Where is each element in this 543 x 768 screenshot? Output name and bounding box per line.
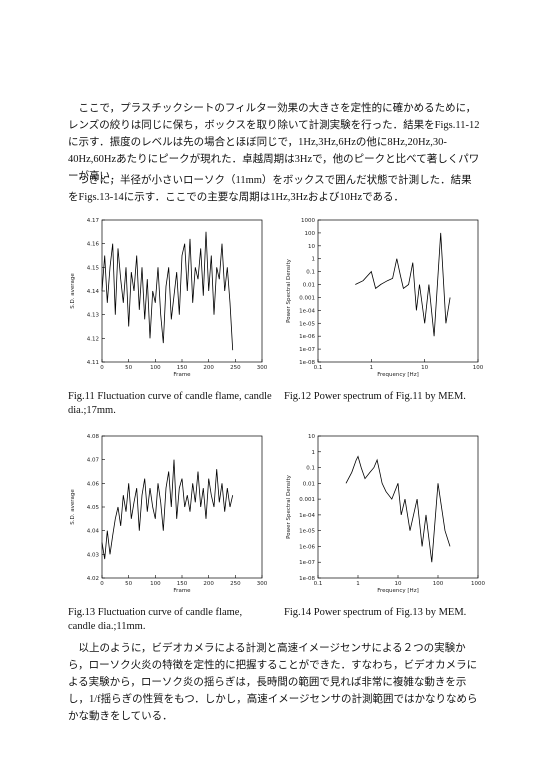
y-tick-label: 4.13 bbox=[87, 313, 100, 319]
y-tick-label: 4.16 bbox=[87, 242, 100, 248]
plot-frame bbox=[101, 219, 263, 363]
y-tick-label: 1e-04 bbox=[299, 513, 315, 519]
data-line bbox=[101, 231, 234, 351]
y-tick-label: 0.001 bbox=[299, 295, 315, 301]
y-tick-label: 10 bbox=[308, 244, 315, 250]
y-tick-label: 0.001 bbox=[299, 497, 315, 503]
y-tick-label: 1e-07 bbox=[299, 347, 315, 353]
chart: 0 50 100 150 200 250 300 4.02 4.03 4.04 4.05 4.06 4.… bbox=[70, 434, 268, 594]
y-tick-label: 4.05 bbox=[87, 505, 100, 511]
x-tick-label: 1 bbox=[370, 365, 374, 371]
y-tick-label: 4.03 bbox=[87, 552, 100, 558]
x-tick-label: 10 bbox=[395, 581, 402, 587]
y-tick-label: 1e-06 bbox=[299, 544, 315, 550]
x-tick-label: 150 bbox=[177, 365, 188, 371]
x-tick-label: 250 bbox=[230, 581, 241, 587]
y-tick-label: 1e-05 bbox=[299, 321, 315, 327]
x-axis-label: Frame bbox=[173, 372, 191, 378]
caption: Fig.14 Power spectrum of Fig.13 by MEM. bbox=[284, 607, 467, 618]
x-tick-label: 100 bbox=[150, 365, 161, 371]
y-tick-label: 1e-08 bbox=[299, 576, 315, 582]
x-tick-label: 0.1 bbox=[314, 581, 323, 587]
x-tick-label: 0 bbox=[100, 365, 104, 371]
x-tick-label: 300 bbox=[257, 581, 268, 587]
y-tick-label: 4.11 bbox=[87, 360, 99, 366]
x-tick-label: 50 bbox=[125, 365, 132, 371]
y-tick-label: 1 bbox=[312, 257, 316, 263]
y-axis-label: S.D. average bbox=[70, 489, 76, 525]
x-tick-label: 10 bbox=[421, 365, 428, 371]
x-tick-label: 50 bbox=[125, 581, 132, 587]
caption: Fig.11 Fluctuation curve of candle flame… bbox=[68, 391, 272, 416]
plot-frame bbox=[317, 219, 479, 363]
data-line bbox=[101, 459, 234, 560]
caption: Fig.13 Fluctuation curve of candle flame… bbox=[68, 607, 243, 632]
y-tick-label: 0.1 bbox=[306, 466, 315, 472]
paragraph: つぎに，半径が小さいローソク（11mm）をボックスで囲んだ状態で計測した．結果を… bbox=[68, 175, 472, 203]
y-axis-label: Power Spectral Density bbox=[286, 474, 292, 538]
y-tick-label: 4.12 bbox=[87, 336, 99, 342]
y-tick-label: 4.07 bbox=[87, 458, 100, 464]
data-line bbox=[355, 232, 451, 337]
x-tick-label: 200 bbox=[203, 365, 214, 371]
x-tick-label: 0.1 bbox=[314, 365, 323, 371]
figure: 0 50 100 150 200 250 300 4.11 4.12 4.13 4.14 4.15 4.… bbox=[62, 212, 272, 418]
x-tick-label: 0 bbox=[100, 581, 104, 587]
x-axis-label: Frequency [Hz] bbox=[377, 372, 418, 378]
y-tick-label: 4.15 bbox=[87, 265, 100, 271]
figure: 0 50 100 150 200 250 300 4.02 4.03 4.04 4.05 4.06 4.… bbox=[62, 428, 272, 634]
y-tick-label: 1e-04 bbox=[299, 308, 315, 314]
y-tick-label: 10 bbox=[308, 434, 315, 440]
y-tick-label: 100 bbox=[305, 231, 316, 237]
caption: Fig.12 Power spectrum of Fig.11 by MEM. bbox=[284, 391, 466, 402]
x-tick-label: 300 bbox=[257, 365, 268, 371]
paragraph: ここで，プラスチックシートのフィルター効果の大きさを定性的に確かめるために，レン… bbox=[68, 103, 480, 182]
y-tick-label: 0.1 bbox=[306, 270, 315, 276]
x-tick-label: 150 bbox=[177, 581, 188, 587]
x-tick-label: 1 bbox=[356, 581, 360, 587]
x-tick-label: 250 bbox=[230, 365, 241, 371]
y-tick-label: 4.02 bbox=[87, 576, 99, 582]
y-axis-label: Power Spectral Density bbox=[286, 258, 292, 322]
x-tick-label: 1000 bbox=[471, 581, 485, 587]
x-axis-label: Frequency [Hz] bbox=[377, 588, 418, 594]
x-tick-label: 100 bbox=[150, 581, 161, 587]
chart: 0 50 100 150 200 250 300 4.11 4.12 4.13 4.14 4.15 4.… bbox=[70, 218, 268, 378]
y-tick-label: 0.01 bbox=[303, 283, 315, 289]
y-tick-label: 0.01 bbox=[303, 481, 315, 487]
y-tick-label: 4.04 bbox=[87, 529, 100, 535]
y-tick-label: 1e-05 bbox=[299, 529, 315, 535]
y-tick-label: 1 bbox=[312, 450, 316, 456]
chart: 0.1 1 10 100 1000 100 10 1 0.1 0.01 0.001 1e-04 1e-0… bbox=[286, 218, 484, 378]
y-tick-label: 4.17 bbox=[87, 218, 100, 224]
figure: 0.1 1 10 100 1000 100 10 1 0.1 0.01 0.001 1e-04 1e-0… bbox=[278, 212, 488, 404]
paragraph: 以上のように，ビデオカメラによる計測と高速イメージセンサによる２つの実験から，ロ… bbox=[68, 643, 478, 722]
y-tick-label: 1e-06 bbox=[299, 334, 315, 340]
chart: 0.1 1 10 100 1000 10 1 0.1 0.01 0.001 1e-04 1e-05 1e… bbox=[286, 434, 485, 594]
y-tick-label: 1000 bbox=[301, 218, 315, 224]
y-tick-label: 1e-08 bbox=[299, 360, 315, 366]
y-tick-label: 4.08 bbox=[87, 434, 100, 440]
x-tick-label: 100 bbox=[473, 365, 484, 371]
plot-frame bbox=[101, 435, 263, 579]
y-tick-label: 4.06 bbox=[87, 481, 100, 487]
x-tick-label: 100 bbox=[433, 581, 444, 587]
x-axis-label: Frame bbox=[173, 588, 191, 594]
y-tick-label: 1e-07 bbox=[299, 560, 315, 566]
y-tick-label: 4.14 bbox=[87, 289, 100, 295]
data-line bbox=[345, 455, 451, 563]
x-tick-label: 200 bbox=[203, 581, 214, 587]
figure: 0.1 1 10 100 1000 10 1 0.1 0.01 0.001 1e-04 1e-05 1e… bbox=[278, 428, 488, 620]
plot-frame bbox=[317, 435, 479, 579]
y-axis-label: S.D. average bbox=[70, 273, 76, 309]
